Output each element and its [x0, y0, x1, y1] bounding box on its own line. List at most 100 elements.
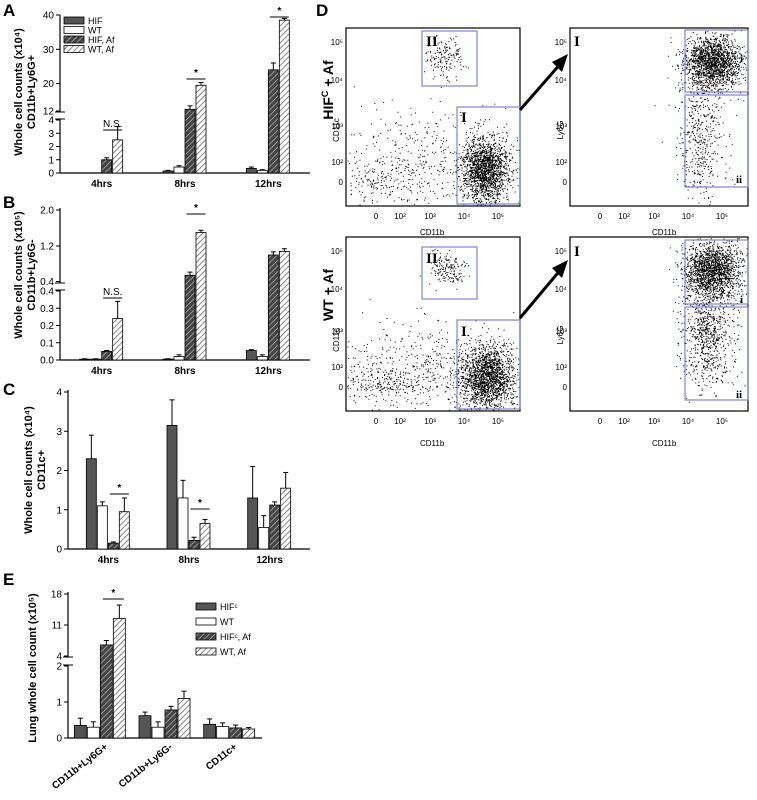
significance-label: N.S.: [103, 119, 122, 130]
y-tick-label: 10²: [331, 363, 343, 372]
legend-swatch: [63, 16, 85, 25]
arrow-bottom: [518, 267, 564, 319]
gate-label-ii-sub-bottom: ii: [736, 389, 742, 401]
bar: [203, 723, 217, 739]
y-tick-label: 2: [48, 142, 54, 153]
bar: [118, 511, 130, 550]
category-label: CD11b+Ly6G+: [50, 742, 110, 792]
dot-cluster: [419, 246, 471, 292]
x-tick-label: 10³: [424, 417, 436, 426]
y-tick-label: 10⁴: [555, 285, 568, 294]
bar: [99, 644, 113, 739]
arrow-head-bottom: [552, 260, 568, 278]
legend-label: HIFᶜ: [220, 602, 238, 612]
bar: [112, 318, 124, 361]
axis-break-gap: [62, 657, 74, 665]
x-tick-label: 10³: [648, 212, 660, 221]
x-tick-label: 0: [598, 212, 603, 221]
x-tick-label: 10²: [618, 212, 630, 221]
y-label-cd11c-bl: CD11c: [332, 328, 341, 352]
flow-axis-ticks: 0 10² 10³ 10⁴ 10⁵ 0 10² 10³ 10⁴ 10⁵ 0 10² 10³ 10⁴ 10⁵ 0…: [331, 38, 728, 426]
y-tick-label: 0.4: [40, 287, 54, 298]
category-label: 8hrs: [174, 366, 196, 377]
dot-cluster: [675, 60, 727, 206]
axis-break-gap: [54, 112, 66, 119]
y-tick-label: 12: [43, 107, 55, 118]
dot-cluster: [427, 328, 520, 411]
y-tick-label: 10²: [555, 158, 567, 167]
dot-cluster: [667, 29, 748, 104]
y-tick-label: 0: [339, 383, 344, 392]
y-tick-label: 0: [56, 545, 62, 556]
x-tick-label: 10⁵: [716, 417, 728, 426]
y-tick-label: 18: [51, 590, 63, 601]
bar: [173, 356, 185, 361]
y-tick-label: 10⁴: [331, 285, 344, 294]
significance-label: *: [194, 203, 198, 214]
y-tick-label: 4: [48, 116, 54, 127]
gate-label-ii-sub-top: ii: [736, 174, 742, 186]
bar: [245, 350, 257, 361]
y-tick-label: 0.2: [40, 321, 54, 332]
dot-cluster: [672, 248, 740, 403]
gate-label-i-bottom: I: [461, 324, 467, 340]
legend-label: HIF: [88, 16, 103, 26]
y-tick-label: 10²: [555, 363, 567, 372]
y-tick-label: 3: [56, 427, 62, 438]
bar: [86, 726, 100, 739]
y-tick-label: 40: [43, 11, 55, 22]
bar: [267, 254, 279, 361]
significance-label: *: [194, 68, 198, 79]
scatter-dots-bottom-left: [347, 246, 520, 411]
bar: [85, 458, 97, 550]
y-axis-subtitle-c: CD11c+: [36, 450, 48, 490]
gate-label-i-sub-top: i: [740, 53, 743, 65]
y-tick-label: 1: [48, 155, 54, 166]
row-label-hif: HIFC + Af: [320, 60, 336, 120]
y-axis-title-c: Whole cell counts (x10⁴): [23, 406, 35, 534]
panel-label-c: C: [3, 380, 15, 399]
significance-label: *: [198, 498, 202, 509]
bar: [166, 424, 178, 550]
bar: [112, 139, 124, 174]
gate-label-i-right-top: I: [574, 34, 580, 50]
dot-cluster: [347, 355, 462, 402]
legend-swatch: [195, 617, 217, 626]
x-tick-label: 0: [374, 417, 379, 426]
y-tick-label: 0: [563, 178, 568, 187]
bar: [195, 84, 207, 174]
y-tick-label: 2.0: [40, 206, 54, 217]
y-tick-label: 4: [56, 652, 62, 663]
y-tick-label: 0.1: [40, 338, 54, 349]
legend-label: WT, Af: [220, 647, 247, 657]
y-axis-title-a: Whole cell counts (x10⁴): [13, 28, 25, 156]
category-label: 4hrs: [98, 555, 120, 566]
bar: [164, 709, 178, 739]
bar: [138, 715, 152, 739]
gate-ii-sub-top: [684, 94, 749, 188]
y-label-ly6g-br: Ly6G: [556, 326, 565, 345]
gate-ii-sub-bottom: [684, 306, 749, 401]
gate-i-bottom: [456, 319, 521, 410]
x-label-cd11b-bl: CD11b: [420, 439, 445, 448]
scatter-dots-top-right: [654, 29, 748, 206]
bar: [242, 728, 256, 739]
x-tick-label: 10⁴: [682, 417, 695, 426]
panel-label-d: D: [316, 1, 328, 20]
bar: [173, 166, 185, 174]
bar: [184, 274, 196, 361]
bar: [96, 505, 108, 550]
x-tick-label: 0: [374, 212, 379, 221]
y-label-cd11c-tl: CD11c: [332, 118, 341, 142]
y-tick-label: 10⁵: [555, 38, 567, 47]
legend-label: HIF, Af: [88, 35, 115, 45]
plot-frame-top-left: [345, 27, 521, 207]
gate-ii-top: [421, 30, 478, 87]
y-tick-label: 10³: [555, 327, 567, 336]
y-tick-label: 10⁵: [331, 247, 343, 256]
bar: [101, 159, 113, 174]
gate-label-ii-bottom: II: [426, 251, 438, 267]
x-tick-label: 10⁵: [492, 417, 504, 426]
y-axis-title-b: Whole cell counts (x10⁵): [13, 211, 25, 339]
